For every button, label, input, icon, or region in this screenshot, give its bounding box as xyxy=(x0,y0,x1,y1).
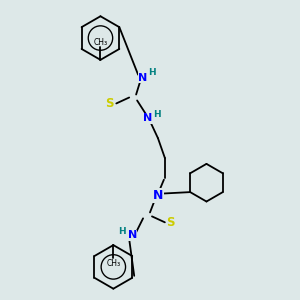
Text: N: N xyxy=(143,113,153,123)
Text: N: N xyxy=(128,230,137,240)
Text: H: H xyxy=(153,110,161,119)
Text: S: S xyxy=(105,97,114,110)
Text: H: H xyxy=(148,68,156,77)
Text: N: N xyxy=(138,73,148,83)
Text: H: H xyxy=(118,227,126,236)
Text: CH₃: CH₃ xyxy=(93,38,107,47)
Text: N: N xyxy=(153,189,163,202)
Text: CH₃: CH₃ xyxy=(106,259,120,268)
Text: S: S xyxy=(167,216,175,229)
